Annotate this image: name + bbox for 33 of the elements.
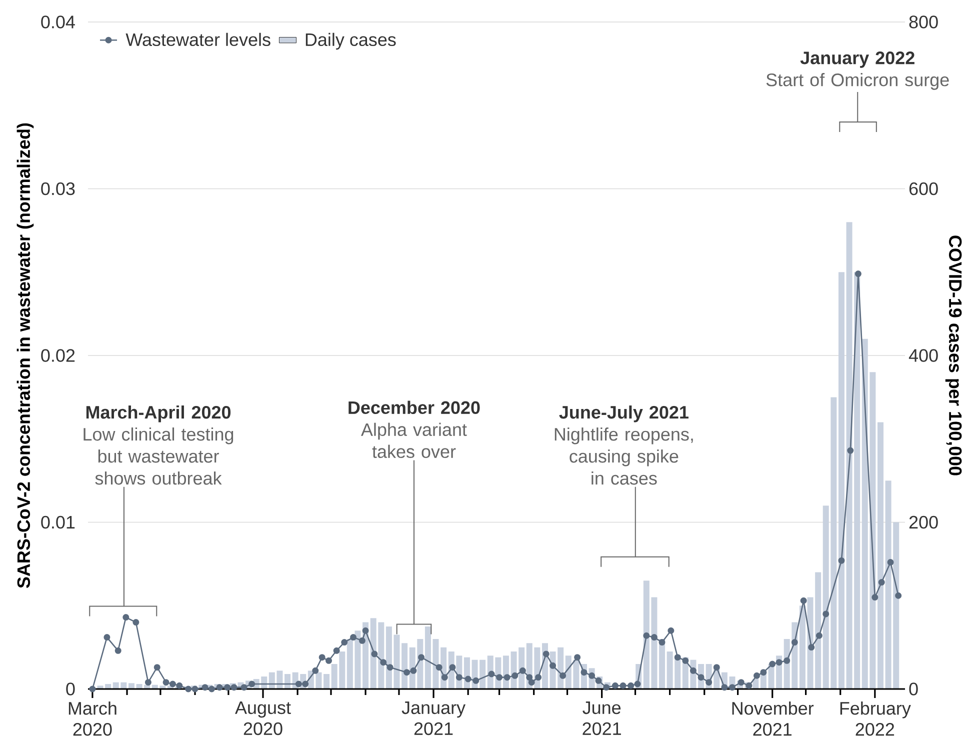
annotation: January 2022 bbox=[800, 52, 914, 68]
y-tick-label: 0.03 bbox=[41, 182, 75, 196]
annotation: Start of Omicron surge bbox=[766, 73, 949, 90]
y-tick-label: 0.01 bbox=[41, 516, 75, 529]
annotation: Low clinical testing but wastewater shows outbreak bbox=[84, 427, 234, 485]
x-tick-label: June 2021 bbox=[582, 702, 621, 736]
legend-label: Wastewater levels bbox=[126, 32, 270, 46]
annotation: December 2020 bbox=[348, 400, 480, 414]
y2-tick-label: 400 bbox=[908, 349, 938, 362]
y2-tick-label: 800 bbox=[909, 16, 938, 28]
legend-label: Daily cases bbox=[306, 32, 396, 50]
y2-tick-label: 600 bbox=[909, 182, 938, 196]
annotation: Nightlife reopens, causing spike in cases bbox=[554, 427, 693, 485]
y2-tick-label: 0 bbox=[909, 682, 918, 696]
x-tick-label: August 2020 bbox=[235, 702, 291, 736]
y2-tick-label: 200 bbox=[909, 516, 938, 529]
annotation: June-July 2021 bbox=[559, 405, 688, 422]
y-tick-label: 0.02 bbox=[41, 349, 75, 362]
annotation: Alpha variant takes over bbox=[360, 422, 467, 458]
y-tick-label: 0.04 bbox=[41, 16, 75, 28]
bar bbox=[424, 626, 431, 689]
bar bbox=[877, 422, 884, 689]
y-axis-title: SARS-CoV-2 concentration in wastewater (normalized) bbox=[16, 123, 34, 588]
x-tick-label: November 2021 bbox=[732, 702, 814, 736]
annotation: March-April 2020 bbox=[86, 405, 231, 422]
bar bbox=[324, 674, 330, 689]
y2-axis-title: COVID-19 cases per 100,000 bbox=[945, 236, 962, 476]
x-tick-label: March 2020 bbox=[68, 702, 116, 736]
bar bbox=[799, 606, 806, 689]
x-tick-label: February 2022 bbox=[840, 702, 911, 736]
bar bbox=[838, 272, 844, 689]
x-tick-label: January 2021 bbox=[402, 702, 466, 736]
y-tick-label: 0 bbox=[66, 682, 75, 696]
